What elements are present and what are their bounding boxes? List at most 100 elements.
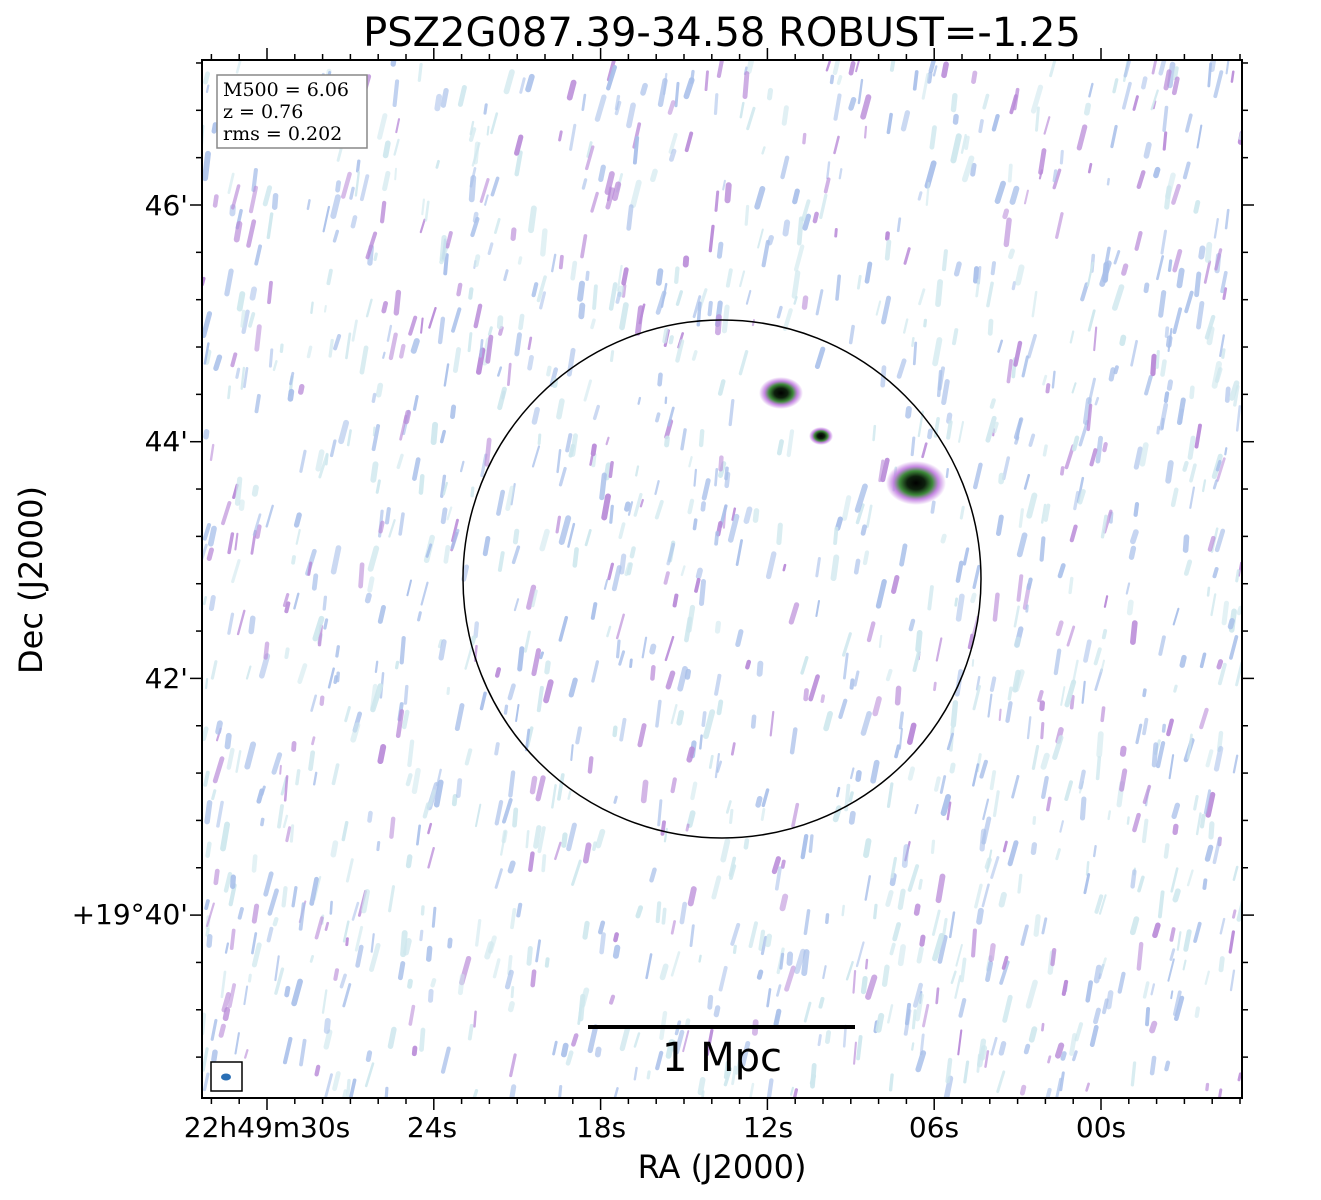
noise-streak: [1189, 486, 1196, 509]
noise-streak: [765, 551, 777, 580]
noise-streak: [399, 343, 406, 359]
noise-streak: [486, 125, 490, 136]
noise-streak: [440, 87, 449, 108]
noise-streak: [1216, 659, 1224, 670]
noise-streak: [1030, 84, 1044, 114]
noise-streak: [251, 854, 258, 873]
noise-streak: [1011, 281, 1017, 291]
noise-streak: [1023, 1043, 1031, 1055]
noise-streak: [203, 429, 210, 440]
noise-streak: [565, 1050, 574, 1066]
x-tick-label: 24s: [407, 1111, 457, 1144]
noise-streak: [887, 1004, 894, 1024]
noise-streak: [841, 904, 845, 917]
noise-streak: [819, 193, 828, 220]
noise-streak: [1144, 375, 1153, 396]
noise-streak: [484, 941, 494, 960]
noise-streak: [667, 100, 676, 115]
noise-streak: [987, 318, 994, 336]
noise-streak: [780, 859, 786, 869]
noise-streak: [359, 174, 370, 202]
noise-streak: [1220, 270, 1228, 294]
x-tick-label: 00s: [1076, 1111, 1126, 1144]
noise-streak: [718, 965, 728, 992]
noise-streak: [682, 1030, 690, 1053]
noise-streak: [601, 493, 611, 521]
noise-streak: [675, 290, 683, 306]
noise-streak: [306, 199, 311, 211]
noise-streak: [204, 349, 212, 365]
noise-streak: [1176, 397, 1186, 426]
noise-streak: [848, 810, 856, 825]
noise-streak: [815, 289, 824, 316]
noise-streak: [1139, 442, 1149, 467]
noise-streak: [541, 854, 547, 873]
noise-streak: [329, 900, 333, 915]
noise-streak: [684, 668, 691, 680]
noise-streak: [779, 952, 785, 970]
noise-streak: [633, 1066, 638, 1081]
noise-streak: [822, 965, 827, 980]
noise-streak: [701, 1090, 705, 1098]
noise-streak: [403, 409, 412, 425]
noise-streak: [309, 876, 319, 906]
noise-streak: [974, 883, 983, 909]
noise-streak: [714, 673, 722, 696]
noise-streak: [911, 1042, 915, 1051]
noise-streak: [1126, 816, 1130, 825]
noise-streak: [220, 970, 227, 999]
noise-streak: [230, 352, 238, 368]
noise-streak: [1041, 775, 1049, 800]
noise-streak: [572, 547, 579, 568]
noise-streak: [291, 978, 303, 1007]
y-axis-label: Dec (J2000): [12, 486, 50, 674]
noise-streak: [996, 1070, 1006, 1094]
noise-streak: [666, 542, 676, 566]
noise-streak: [1046, 796, 1052, 812]
noise-streak: [375, 479, 381, 494]
noise-streak: [854, 483, 868, 513]
noise-streak: [1152, 100, 1157, 110]
noise-streak: [1093, 647, 1102, 666]
noise-streak: [899, 543, 908, 567]
noise-streak: [451, 794, 458, 807]
noise-streak: [929, 125, 937, 150]
noise-streak: [265, 504, 274, 528]
noise-streak: [1228, 930, 1236, 954]
noise-streak: [506, 362, 512, 387]
noise-streak: [578, 993, 586, 1022]
noise-streak: [782, 219, 791, 237]
noise-streak: [330, 840, 339, 858]
noise-streak: [743, 838, 750, 850]
noise-streak: [203, 1072, 210, 1092]
noise-streak: [507, 1001, 515, 1013]
noise-streak: [475, 803, 482, 828]
noise-streak: [1033, 914, 1041, 937]
noise-streak: [667, 406, 675, 427]
noise-streak: [536, 685, 544, 713]
noise-streak: [960, 133, 967, 154]
noise-streak: [204, 800, 213, 825]
noise-streak: [1142, 717, 1149, 736]
noise-streak: [1013, 669, 1025, 693]
noise-streak: [955, 593, 965, 622]
noise-streak: [1210, 593, 1217, 617]
noise-streak: [1141, 818, 1149, 844]
noise-streak: [1043, 116, 1051, 135]
noise-streak: [833, 526, 839, 546]
noise-streak: [349, 186, 355, 200]
noise-streak: [1235, 661, 1242, 687]
noise-streak: [801, 949, 810, 977]
noise-streak: [735, 1057, 742, 1075]
noise-streak: [525, 73, 535, 93]
noise-streak: [999, 960, 1010, 985]
noise-streak: [932, 65, 938, 77]
noise-streak: [802, 132, 807, 145]
noise-streak: [780, 155, 790, 180]
noise-streak: [714, 752, 721, 779]
noise-streak: [483, 103, 488, 115]
noise-streak: [1232, 865, 1239, 881]
noise-streak: [382, 351, 386, 359]
noise-streak: [1055, 1077, 1063, 1098]
noise-streak: [1031, 744, 1040, 771]
